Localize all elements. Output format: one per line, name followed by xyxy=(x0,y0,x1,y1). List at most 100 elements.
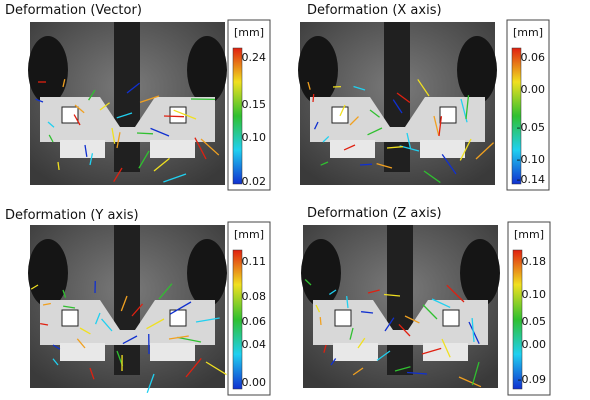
colorbar-tick-label: -0.05 xyxy=(517,121,545,134)
vector-arrow xyxy=(384,293,401,297)
wheel xyxy=(187,36,227,104)
vector-arrow xyxy=(40,322,49,326)
vector-arrow xyxy=(319,316,322,326)
vector-arrow xyxy=(353,85,366,91)
endplate xyxy=(333,343,378,361)
marker xyxy=(61,309,79,327)
panel-title: Deformation (X axis) xyxy=(307,3,442,18)
vector-arrow xyxy=(323,344,327,353)
vector-arrow xyxy=(315,304,321,313)
colorbar-tick-label: 0.00 xyxy=(521,83,546,96)
photo xyxy=(301,225,500,388)
wheel xyxy=(457,36,497,104)
wheel xyxy=(301,239,341,307)
panel-title: Deformation (Vector) xyxy=(5,3,142,18)
vector-arrow xyxy=(79,327,91,335)
colorbar xyxy=(511,47,522,185)
marker xyxy=(169,106,187,124)
wheel xyxy=(460,239,500,307)
vector-arrow xyxy=(417,79,430,97)
vector-arrow xyxy=(48,134,54,143)
vector-arrow xyxy=(146,318,165,330)
photo xyxy=(298,22,497,185)
vector-arrow xyxy=(94,312,101,325)
vector-arrow xyxy=(89,153,94,166)
vector-arrow xyxy=(63,305,76,309)
endplate xyxy=(150,343,195,361)
vector-arrow xyxy=(185,358,202,378)
colorbar-unit: [mm] xyxy=(234,26,264,39)
colorbar-tick-label: 0.02 xyxy=(242,175,267,188)
vector-arrow xyxy=(320,161,329,166)
vector-arrow xyxy=(52,358,59,366)
endplate xyxy=(420,140,465,158)
colorbar-tick-label: -0.09 xyxy=(518,373,546,386)
nose xyxy=(387,225,413,375)
vector-arrow xyxy=(116,132,121,149)
colorbar-tick-label: 0.06 xyxy=(521,51,546,64)
nose xyxy=(384,22,410,172)
vector-arrow xyxy=(113,167,123,183)
colorbar-tick-label: 0.05 xyxy=(522,315,547,328)
vector-arrow xyxy=(304,279,312,286)
colorbar-tick-label: 0.10 xyxy=(242,131,267,144)
vector-arrow xyxy=(468,321,480,345)
vector-arrow xyxy=(352,367,364,376)
vector-arrow xyxy=(168,335,189,340)
colorbar-tick-label: 0.00 xyxy=(242,376,267,389)
endplate xyxy=(330,140,375,158)
vector-arrow xyxy=(158,283,173,300)
vector-arrow xyxy=(139,95,160,103)
vector-arrow xyxy=(346,296,349,309)
colorbar-tick-label: 0.18 xyxy=(522,255,547,268)
vector-arrow xyxy=(205,361,227,376)
vector-arrow xyxy=(433,115,440,136)
vector-arrow xyxy=(200,138,220,156)
colorbar-tick-label: 0.08 xyxy=(242,290,267,303)
vector-arrow xyxy=(99,102,110,111)
colorbar-tick-label: 0.15 xyxy=(242,98,267,111)
vector-arrow xyxy=(35,98,44,103)
vector-arrow xyxy=(459,138,472,161)
vector-arrow xyxy=(446,284,465,303)
vector-arrow xyxy=(173,109,197,120)
marker xyxy=(61,106,79,124)
wheel xyxy=(187,239,227,307)
nose xyxy=(114,22,140,172)
vector-arrow xyxy=(313,121,319,130)
vector-arrow xyxy=(111,127,116,144)
colorbar xyxy=(232,249,243,390)
vector-arrow xyxy=(458,376,482,388)
vector-arrow xyxy=(88,89,96,101)
vector-arrow xyxy=(357,337,366,349)
endplate xyxy=(423,343,468,361)
vector-arrow xyxy=(367,127,383,136)
vector-arrow xyxy=(328,289,337,295)
vector-arrow xyxy=(120,295,128,312)
colorbar-tick-label: 0.06 xyxy=(242,315,267,328)
vector-arrow xyxy=(195,317,220,323)
vector-arrow xyxy=(73,114,81,126)
vector-arrow xyxy=(194,137,207,160)
vector-arrow xyxy=(30,284,39,290)
vector-arrow xyxy=(359,163,373,166)
vector-arrow xyxy=(84,144,88,157)
vector-arrow xyxy=(62,79,66,88)
vector-arrow xyxy=(438,116,443,137)
colorbar-tick-label: 0.11 xyxy=(242,255,267,268)
wheel xyxy=(28,36,68,104)
vector-arrow xyxy=(471,361,480,386)
vector-arrow xyxy=(376,350,391,361)
vector-arrow xyxy=(394,366,411,372)
vector-arrow xyxy=(150,127,170,137)
vector-arrow xyxy=(431,298,451,308)
vector-arrow xyxy=(349,116,359,126)
endplate xyxy=(60,140,105,158)
vector-arrow xyxy=(131,303,144,317)
vector-arrow xyxy=(423,170,441,184)
vector-arrow xyxy=(322,135,330,143)
vector-arrow xyxy=(307,81,311,90)
wheel xyxy=(298,36,338,104)
vector-arrow xyxy=(441,338,451,358)
